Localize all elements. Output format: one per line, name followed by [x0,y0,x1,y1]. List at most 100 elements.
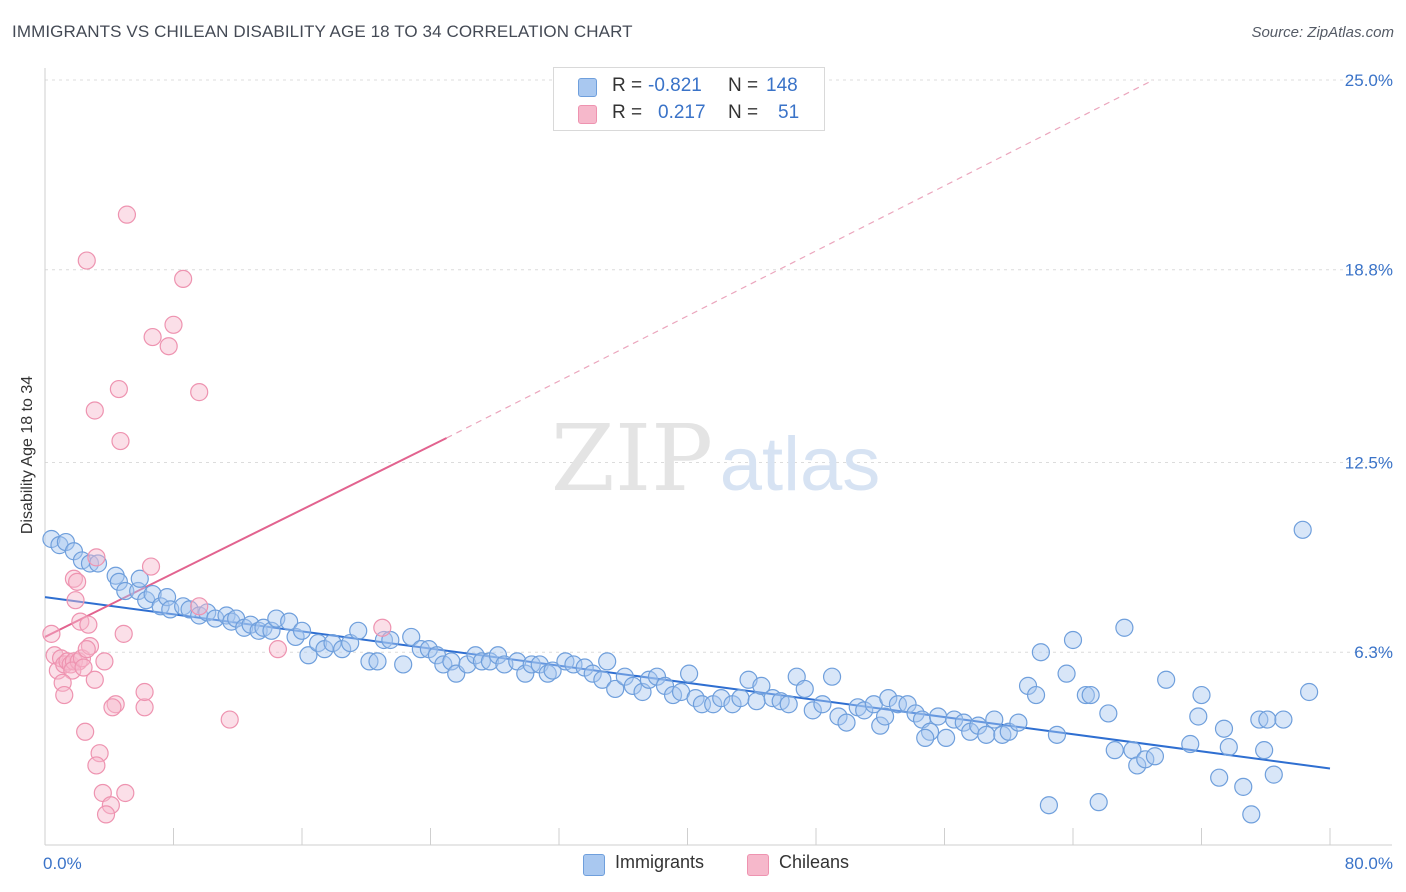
immigrants-point [1026,685,1046,705]
immigrants-point [516,664,535,683]
y-tick-label: 12.5% [1345,454,1393,473]
immigrants-point [623,676,642,695]
immigrants-point [1057,664,1076,683]
legend-n-value: 148 [766,75,798,96]
immigrants-point [543,661,562,680]
chileans-point [96,805,116,824]
immigrants-point [803,701,822,720]
chileans-point [80,636,100,656]
legend-r-label: R = [612,75,643,96]
immigrants-point [1089,793,1108,812]
immigrants-point [583,664,602,683]
immigrants-point [1081,685,1100,705]
immigrants-point [871,716,890,735]
immigrants-point [1157,670,1176,689]
tick-labels: 6.3% 12.5% 18.8% 25.0% 0.0% 80.0% [43,71,1393,873]
chileans-point [79,615,98,634]
chileans-swatch [747,854,769,876]
legend-r-value: 0.217 [658,102,706,123]
immigrants-point [1255,741,1274,760]
y-tick-label: 18.8% [1345,261,1393,280]
immigrants-point [779,695,798,714]
chileans-point [159,337,178,356]
chileans-trend-line-extension [446,79,1154,439]
chileans-point [77,640,96,659]
chileans-point [164,315,183,334]
chileans-point [103,698,122,717]
immigrants-point [985,710,1004,729]
chileans-point [64,569,84,588]
axes [44,68,1392,846]
chileans-point [116,783,135,803]
chileans-point [66,591,85,610]
chileans-point [220,710,239,729]
source-label: Source: ZipAtlas.com [1251,24,1394,41]
gridlines [45,79,1392,653]
immigrants-point [1210,768,1229,787]
chileans-points [42,205,392,824]
immigrants-point [1234,777,1253,796]
immigrants-point [1181,734,1200,754]
immigrants-point [1047,725,1067,744]
immigrants-legend-label: Immigrants [615,852,705,872]
immigrants-point [747,692,766,711]
immigrants-point [928,707,948,726]
legend-n-label: N = [728,102,759,123]
chileans-point [111,431,130,451]
immigrants-point [937,728,956,748]
chileans-point [76,722,95,741]
immigrants-point [977,725,996,744]
immigrants-point [368,652,387,671]
y-tick-label: 6.3% [1354,643,1393,662]
immigrants-point [292,621,312,640]
chileans-point [109,379,128,399]
immigrants-point [954,713,973,732]
immigrants-point [564,655,583,674]
immigrants-point [1293,520,1312,539]
immigrants-point [249,621,268,640]
immigrants-point [731,689,750,708]
immigrants-point [88,554,108,573]
chileans-point [143,327,162,347]
immigrants-point [1076,685,1095,705]
immigrants-point [1009,713,1028,732]
chileans-point [77,251,96,270]
immigrants-point [598,652,617,671]
chileans-point [190,383,209,402]
immigrants-point [1192,685,1211,705]
immigrants-point [855,701,874,720]
x-tick-label-min: 0.0% [43,854,82,873]
legend-r-value: -0.821 [648,75,702,96]
immigrants-point [109,572,128,591]
immigrants-point [130,569,149,588]
immigrants-point [593,670,612,689]
chileans-point [63,661,82,680]
chileans-point [106,695,125,714]
chileans-point [42,624,61,643]
immigrants-point [538,664,557,683]
immigrants-point [920,722,940,741]
immigrants-point [1258,710,1277,729]
chileans-trend-line [44,437,448,638]
legend-swatch-immigrants [578,78,597,97]
immigrants-point [680,664,699,683]
immigrants-point [813,695,832,714]
immigrants-point [1189,707,1208,726]
immigrants-point [1264,765,1283,784]
immigrants-point [1115,618,1134,637]
immigrants-point [349,621,368,640]
legend-n-value: 51 [778,102,800,123]
legend-n-label: N = [728,75,759,96]
chileans-point [85,670,104,689]
y-tick-label: 25.0% [1345,71,1393,90]
chileans-point [95,652,114,671]
immigrants-point [1063,630,1083,650]
immigrants-point [875,707,895,726]
immigrants-point [1219,737,1238,757]
immigrants-point [1214,719,1234,738]
y-axis-label: Disability Age 18 to 34 [19,375,36,535]
immigrants-swatch [583,854,605,876]
immigrants-point [402,627,421,647]
immigrants-point [888,695,908,714]
